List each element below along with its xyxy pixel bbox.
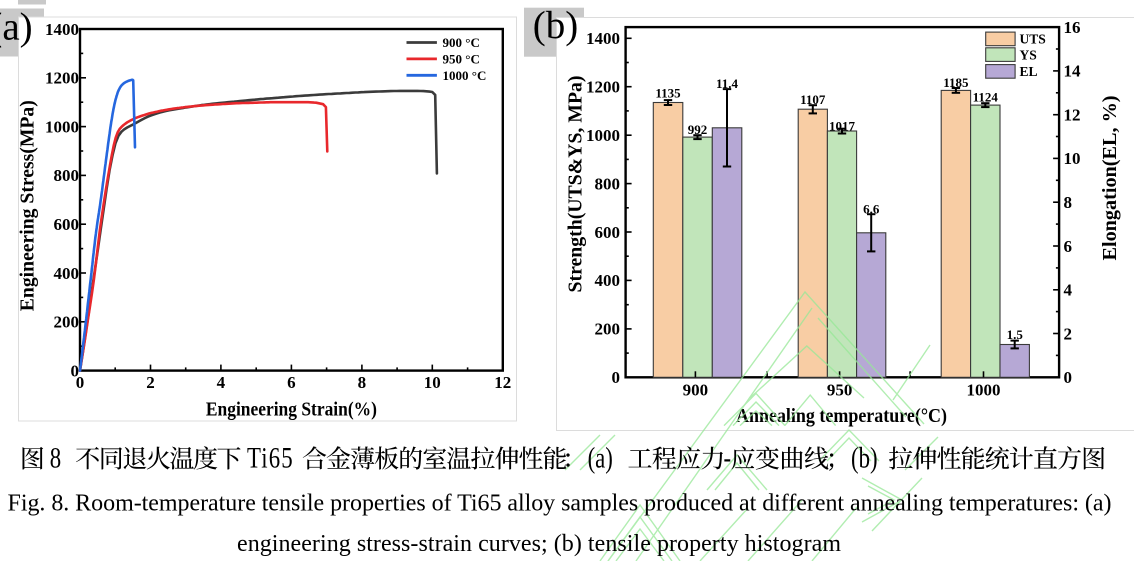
svg-text:11.4: 11.4: [716, 76, 739, 91]
svg-text:2: 2: [1064, 324, 1073, 343]
svg-text:200: 200: [54, 313, 80, 332]
svg-text:992: 992: [688, 122, 708, 137]
svg-text:1107: 1107: [800, 92, 826, 107]
svg-text:Engineering Strain(%): Engineering Strain(%): [206, 398, 377, 420]
svg-text:YS: YS: [1020, 47, 1037, 62]
svg-text:1135: 1135: [655, 85, 681, 100]
svg-text:0: 0: [76, 373, 85, 392]
svg-text:950 °C: 950 °C: [443, 52, 480, 67]
svg-text:1000: 1000: [967, 381, 1001, 400]
svg-text:800: 800: [595, 174, 621, 193]
svg-text:1400: 1400: [586, 29, 620, 48]
svg-text:6.6: 6.6: [863, 202, 880, 217]
svg-text:-: -: [724, 440, 732, 474]
svg-text:engineering stress-strain curv: engineering stress-strain curves; (b) te…: [237, 531, 841, 557]
svg-text:8: 8: [1064, 193, 1073, 212]
svg-text:400: 400: [54, 264, 80, 283]
svg-text:10: 10: [1064, 149, 1081, 168]
svg-text:0: 0: [1064, 368, 1073, 387]
svg-text:8: 8: [50, 440, 61, 474]
svg-text:4: 4: [217, 373, 226, 392]
svg-text:UTS: UTS: [1020, 32, 1046, 47]
svg-text:Engineering Stress(MPa): Engineering Stress(MPa): [17, 100, 39, 311]
svg-text:600: 600: [595, 223, 621, 242]
svg-text:Ti65: Ti65: [247, 440, 294, 474]
svg-text:1200: 1200: [586, 78, 620, 97]
svg-text:EL: EL: [1020, 64, 1038, 79]
svg-text:16: 16: [1064, 18, 1081, 37]
svg-text:6: 6: [1064, 237, 1073, 256]
svg-text:(a): (a): [0, 5, 33, 48]
svg-text:1000 °C: 1000 °C: [443, 68, 487, 83]
svg-text:(b): (b): [533, 4, 578, 47]
svg-text:Elongation(EL, %): Elongation(EL, %): [1099, 95, 1121, 260]
svg-text:4: 4: [1064, 281, 1073, 300]
svg-text:Strength(UTS&YS, MPa): Strength(UTS&YS, MPa): [565, 76, 587, 293]
svg-text:900: 900: [683, 381, 709, 400]
svg-text:400: 400: [595, 271, 621, 290]
svg-text:1185: 1185: [943, 75, 969, 90]
svg-text:1.5: 1.5: [1007, 327, 1024, 342]
svg-text:1124: 1124: [973, 89, 999, 104]
svg-text:900 °C: 900 °C: [443, 35, 480, 50]
svg-text:1200: 1200: [45, 69, 79, 88]
svg-text:600: 600: [54, 215, 80, 234]
svg-text:1017: 1017: [829, 119, 856, 134]
svg-text:12: 12: [1064, 106, 1081, 125]
svg-text:0: 0: [612, 368, 621, 387]
svg-text:Fig. 8. Room-temperature tensi: Fig. 8. Room-temperature tensile propert…: [8, 491, 1112, 517]
svg-text:200: 200: [595, 320, 621, 339]
svg-text:8: 8: [358, 373, 367, 392]
svg-text:950: 950: [827, 381, 853, 400]
svg-text:0: 0: [71, 361, 80, 380]
svg-text:12: 12: [494, 373, 511, 392]
svg-text:1000: 1000: [45, 117, 79, 136]
svg-text:1000: 1000: [586, 126, 620, 145]
svg-text:(b): (b): [851, 440, 878, 474]
svg-text:6: 6: [287, 373, 296, 392]
svg-text:2: 2: [146, 373, 155, 392]
svg-text:800: 800: [54, 166, 80, 185]
svg-text:1400: 1400: [45, 20, 79, 39]
svg-text:14: 14: [1064, 62, 1082, 81]
svg-text:Annealing temperature(°C): Annealing temperature(°C): [736, 405, 947, 427]
svg-text:10: 10: [424, 373, 441, 392]
svg-text:(a): (a): [588, 440, 613, 474]
